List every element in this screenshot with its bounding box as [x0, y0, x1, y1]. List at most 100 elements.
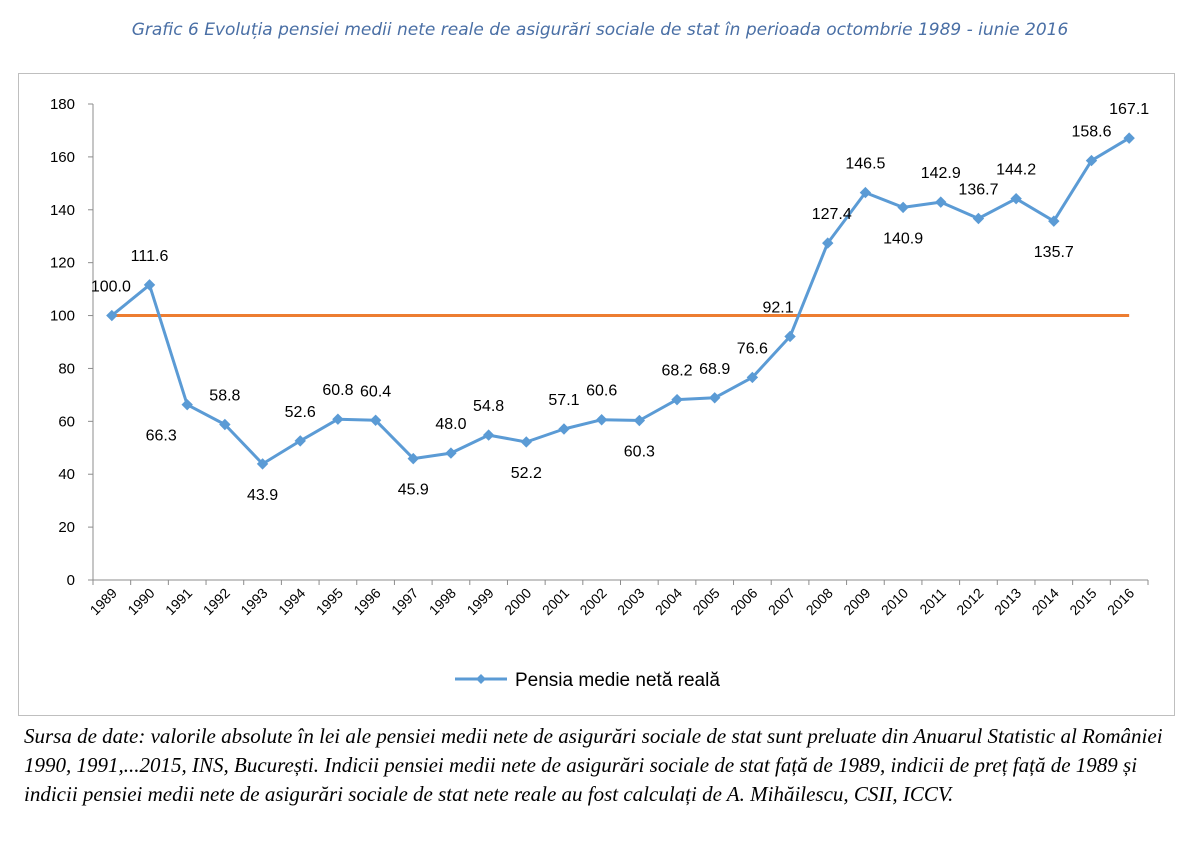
x-tick-label: 2001: [539, 585, 572, 618]
data-point: [181, 398, 193, 411]
data-label: 52.2: [511, 465, 542, 482]
y-tick-label: 0: [67, 572, 75, 589]
x-tick-label: 2005: [689, 585, 722, 618]
data-point: [143, 279, 156, 291]
data-label: 52.6: [285, 404, 316, 421]
y-tick-label: 100: [50, 308, 75, 325]
data-point: [972, 212, 985, 225]
x-tick-label: 1993: [237, 585, 270, 618]
data-point: [369, 414, 382, 426]
data-label: 57.1: [548, 392, 579, 409]
y-tick-label: 40: [58, 466, 75, 483]
x-tick-label: 1992: [200, 585, 233, 618]
data-label: 135.7: [1034, 244, 1074, 261]
x-tick-label: 2003: [614, 585, 647, 618]
x-tick-label: 2010: [878, 585, 911, 618]
data-point: [294, 435, 306, 447]
x-tick-label: 2009: [840, 585, 873, 618]
x-tick-label: 1998: [426, 585, 459, 618]
data-point: [520, 436, 533, 448]
data-point: [897, 201, 909, 214]
x-tick-label: 1996: [350, 585, 383, 618]
y-tick-label: 140: [50, 202, 75, 219]
data-label: 100.0: [91, 279, 131, 296]
data-point: [671, 393, 683, 406]
data-label: 60.4: [360, 383, 391, 400]
data-point: [256, 458, 269, 470]
data-point: [219, 418, 231, 431]
data-point: [595, 414, 608, 426]
data-point: [708, 392, 721, 404]
data-point: [1085, 154, 1098, 167]
data-label: 45.9: [398, 482, 429, 499]
data-point: [407, 452, 419, 465]
y-tick-label: 160: [50, 149, 75, 166]
data-label: 136.7: [958, 182, 998, 199]
line-chart: 0 20 40 60 80 100 120 140 160 180 1989 1990 1991 1992…: [50, 96, 1149, 691]
data-point: [1048, 215, 1060, 227]
data-label: 140.9: [883, 230, 923, 247]
x-tick-label: 2000: [501, 585, 534, 618]
data-point: [482, 429, 495, 441]
x-tick-label: 2011: [916, 585, 949, 618]
data-label: 54.8: [473, 398, 504, 415]
x-tick-label: 2016: [1104, 585, 1137, 618]
x-tick-label: 2008: [803, 585, 836, 618]
x-tick-label: 2013: [991, 585, 1024, 618]
data-point: [558, 423, 570, 435]
x-tick-label: 2014: [1029, 585, 1062, 618]
legend-marker: [476, 674, 486, 684]
chart-title: Grafic 6 Evoluția pensiei medii nete rea…: [131, 20, 1069, 40]
data-point: [106, 309, 118, 322]
x-tick-label: 1991: [162, 585, 195, 618]
data-label: 142.9: [921, 165, 961, 182]
data-point: [784, 330, 796, 343]
data-point: [1010, 192, 1022, 205]
data-label: 60.6: [586, 383, 617, 400]
x-tick-label: 1994: [275, 585, 308, 618]
x-tick-label: 2007: [765, 585, 798, 618]
y-tick-label: 60: [58, 413, 75, 430]
x-tick-label: 1999: [463, 585, 496, 618]
data-label: 68.2: [661, 363, 692, 380]
data-point: [1123, 132, 1135, 144]
data-label: 58.8: [209, 388, 240, 405]
y-tick-label: 120: [50, 255, 75, 272]
legend-label: Pensia medie netă reală: [515, 670, 720, 691]
data-label: 111.6: [131, 248, 169, 265]
data-label: 66.3: [146, 428, 177, 445]
data-label: 158.6: [1071, 124, 1111, 141]
chart-area: 0 20 40 60 80 100 120 140 160 180 1989 1990 1991 1992…: [18, 73, 1175, 716]
x-tick-label: 2012: [953, 585, 986, 618]
x-tick-label: 1990: [124, 585, 157, 618]
data-point: [445, 447, 457, 459]
source-note: Sursa de date: valorile absolute în lei …: [24, 724, 1163, 806]
x-tick-label: 2006: [727, 585, 760, 618]
data-point: [332, 413, 344, 425]
y-tick-label: 80: [58, 360, 75, 377]
data-point: [935, 196, 947, 208]
x-tick-label: 2004: [652, 585, 685, 618]
data-label: 76.6: [737, 340, 768, 357]
x-tick-label: 1995: [313, 585, 346, 618]
data-label: 60.3: [624, 444, 655, 461]
x-tick-label: 2015: [1066, 585, 1099, 618]
data-point: [633, 414, 646, 427]
data-label: 43.9: [247, 487, 278, 504]
series-line: [110, 136, 1130, 466]
data-label: 48.0: [435, 416, 466, 433]
data-label: 146.5: [845, 156, 885, 173]
data-point: [822, 237, 834, 249]
data-label: 92.1: [762, 299, 793, 316]
data-label: 60.8: [322, 382, 353, 399]
y-tick-label: 20: [58, 519, 75, 536]
x-tick-label: 1997: [388, 585, 421, 618]
y-tick-label: 180: [50, 96, 75, 113]
x-tick-label: 2002: [576, 585, 609, 618]
data-label: 127.4: [812, 206, 852, 223]
x-tick-label: 1989: [87, 585, 120, 618]
data-label: 68.9: [699, 361, 730, 378]
data-point: [746, 371, 759, 384]
data-point: [859, 186, 872, 199]
data-label: 144.2: [996, 162, 1036, 179]
